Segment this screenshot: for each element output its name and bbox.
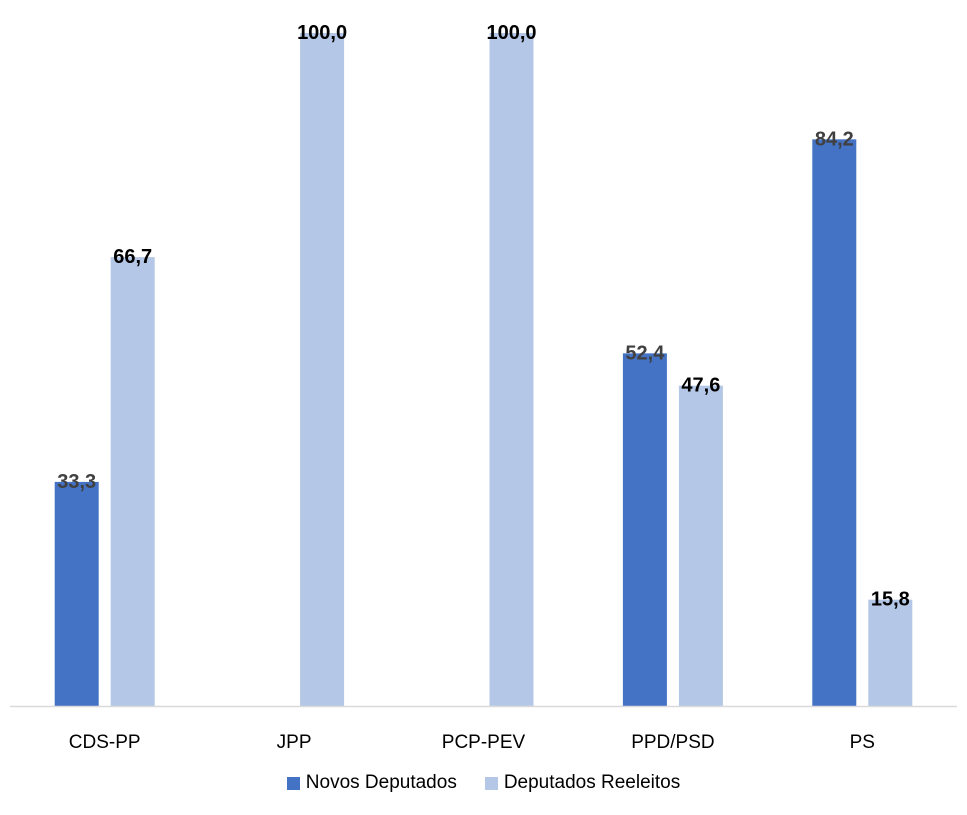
legend: Novos Deputados Deputados Reeleitos xyxy=(0,772,967,794)
legend-swatch-novos-deputados xyxy=(286,776,300,790)
x-tick-label-ppd-psd: PPD/PSD xyxy=(631,732,714,753)
bar-novos-ppd-psd xyxy=(622,353,667,706)
bar-reeleitos-ps xyxy=(868,599,913,706)
data-label-reeleitos-cds-pp: 66,7 xyxy=(113,246,152,268)
x-tick-label-ps: PS xyxy=(850,732,875,753)
bar-reeleitos-cds-pp xyxy=(110,257,155,706)
data-label-reeleitos-pcp-pev: 100,0 xyxy=(486,22,536,44)
x-tick-label-jpp: JPP xyxy=(277,732,312,753)
legend-swatch-deputados-reeleitos xyxy=(484,776,498,790)
bar-novos-ps xyxy=(812,139,857,707)
data-label-reeleitos-ps: 15,8 xyxy=(871,589,910,611)
legend-label-deputados-reeleitos: Deputados Reeleitos xyxy=(503,772,681,793)
bar-reeleitos-pcp-pev xyxy=(489,33,534,706)
legend-item-deputados-reeleitos: Deputados Reeleitos xyxy=(484,772,681,794)
x-tick-label-pcp-pev: PCP-PEV xyxy=(442,732,526,753)
legend-label-novos-deputados: Novos Deputados xyxy=(305,772,457,793)
bar-reeleitos-jpp xyxy=(300,33,345,706)
x-tick-label-cds-pp: CDS-PP xyxy=(69,732,141,753)
data-label-novos-ppd-psd: 52,4 xyxy=(625,342,665,364)
legend-item-novos-deputados: Novos Deputados xyxy=(286,772,457,794)
bar-reeleitos-ppd-psd xyxy=(678,385,723,706)
data-label-novos-cds-pp: 33,3 xyxy=(57,471,96,493)
data-label-reeleitos-jpp: 100,0 xyxy=(297,22,347,44)
bar-novos-cds-pp xyxy=(54,481,99,706)
data-label-reeleitos-ppd-psd: 47,6 xyxy=(681,375,720,397)
data-label-novos-ps: 84,2 xyxy=(815,128,854,150)
